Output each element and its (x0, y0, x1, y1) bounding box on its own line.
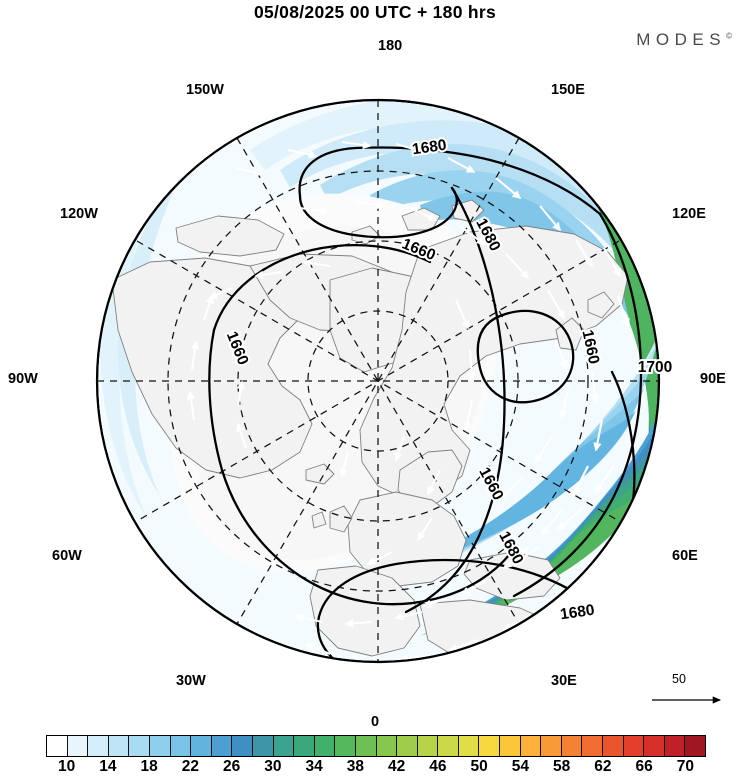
longitude-label: 30E (551, 673, 577, 689)
colorbar-cell[interactable] (582, 736, 604, 756)
colorbar-tick-label: 70 (676, 758, 694, 775)
contour-label-halo: 1700 (638, 359, 672, 376)
colorbar-tick-label: 10 (58, 758, 76, 775)
colorbar-tick-label: 66 (635, 758, 653, 775)
polar-map: 1680 1680 1680 1680 1660 1660 1660 1660 1660 1660… (95, 98, 674, 664)
longitude-label: 150E (551, 82, 585, 98)
colorbar-cell[interactable] (335, 736, 356, 756)
colorbar-tick-label: 54 (511, 758, 529, 775)
colorbar-labels: 10 14 18 22 26 30 34 38 42 46 50 54 58 62 66 70 (0, 758, 750, 782)
colorbar-cell[interactable] (479, 736, 501, 756)
longitude-label: 90W (8, 371, 38, 387)
colorbar[interactable] (46, 735, 706, 757)
colorbar-cell[interactable] (397, 736, 418, 756)
colorbar-cell[interactable] (232, 736, 253, 756)
colorbar-tick-label: 30 (264, 758, 282, 775)
colorbar-cell[interactable] (458, 736, 480, 756)
longitude-label: 90E (700, 371, 726, 387)
colorbar-cell[interactable] (191, 736, 212, 756)
colorbar-cell[interactable] (500, 736, 521, 756)
colorbar-cell[interactable] (47, 736, 68, 756)
contour-label: 1700 (638, 359, 672, 376)
colorbar-tick-label: 58 (553, 758, 571, 775)
longitude-label: 180 (378, 38, 403, 54)
contour-label: 1680 (559, 602, 596, 624)
longitude-label: 120W (60, 206, 98, 222)
colorbar-cell[interactable] (211, 736, 233, 756)
modes-logo: MODES© (636, 30, 732, 50)
globe-outline (95, 98, 661, 664)
longitude-label: 0 (371, 714, 380, 730)
colorbar-cell[interactable] (273, 736, 295, 756)
colorbar-cell[interactable] (438, 736, 459, 756)
colorbar-cell[interactable] (664, 736, 686, 756)
colorbar-cell[interactable] (252, 736, 274, 756)
colorbar-cell[interactable] (170, 736, 192, 756)
colorbar-cell[interactable] (603, 736, 624, 756)
colorbar-tick-label: 14 (99, 758, 117, 775)
longitude-label: 60E (672, 548, 698, 564)
colorbar-tick-label: 42 (388, 758, 406, 775)
colorbar-cell[interactable] (520, 736, 542, 756)
vector-scale-value: 50 (672, 672, 686, 686)
colorbar-tick-label: 50 (470, 758, 488, 775)
colorbar-cell[interactable] (376, 736, 398, 756)
colorbar-cell[interactable] (129, 736, 150, 756)
colorbar-tick-label: 46 (429, 758, 447, 775)
colorbar-tick-label: 18 (140, 758, 158, 775)
colorbar-cell[interactable] (149, 736, 171, 756)
page-title: 05/08/2025 00 UTC + 180 hrs (253, 2, 497, 22)
longitude-label: 30W (176, 673, 206, 689)
colorbar-tick-label: 38 (346, 758, 364, 775)
vector-scale-arrow (652, 696, 722, 704)
colorbar-cell[interactable] (417, 736, 439, 756)
colorbar-cell[interactable] (561, 736, 583, 756)
colorbar-tick-label: 62 (594, 758, 612, 775)
colorbar-cell[interactable] (88, 736, 109, 756)
colorbar-tick-label: 34 (305, 758, 323, 775)
longitude-label: 150W (186, 82, 224, 98)
colorbar-cell[interactable] (623, 736, 645, 756)
colorbar-cell[interactable] (685, 736, 705, 756)
vector-scale: 50 (650, 672, 728, 712)
colorbar-cell[interactable] (644, 736, 665, 756)
colorbar-tick-label: 22 (181, 758, 199, 775)
colorbar-cell[interactable] (314, 736, 336, 756)
colorbar-tick-label: 26 (223, 758, 241, 775)
colorbar-cell[interactable] (294, 736, 315, 756)
longitude-label: 120E (672, 206, 706, 222)
contour-label: 1680 (411, 137, 448, 159)
contour-label: 1660 (579, 328, 603, 365)
modes-logo-text: MODES (636, 30, 727, 49)
colorbar-cell[interactable] (108, 736, 130, 756)
longitude-label: 60W (52, 548, 82, 564)
colorbar-cell[interactable] (67, 736, 89, 756)
copyright-mark: © (726, 31, 732, 41)
colorbar-cell[interactable] (355, 736, 377, 756)
colorbar-cell[interactable] (541, 736, 562, 756)
